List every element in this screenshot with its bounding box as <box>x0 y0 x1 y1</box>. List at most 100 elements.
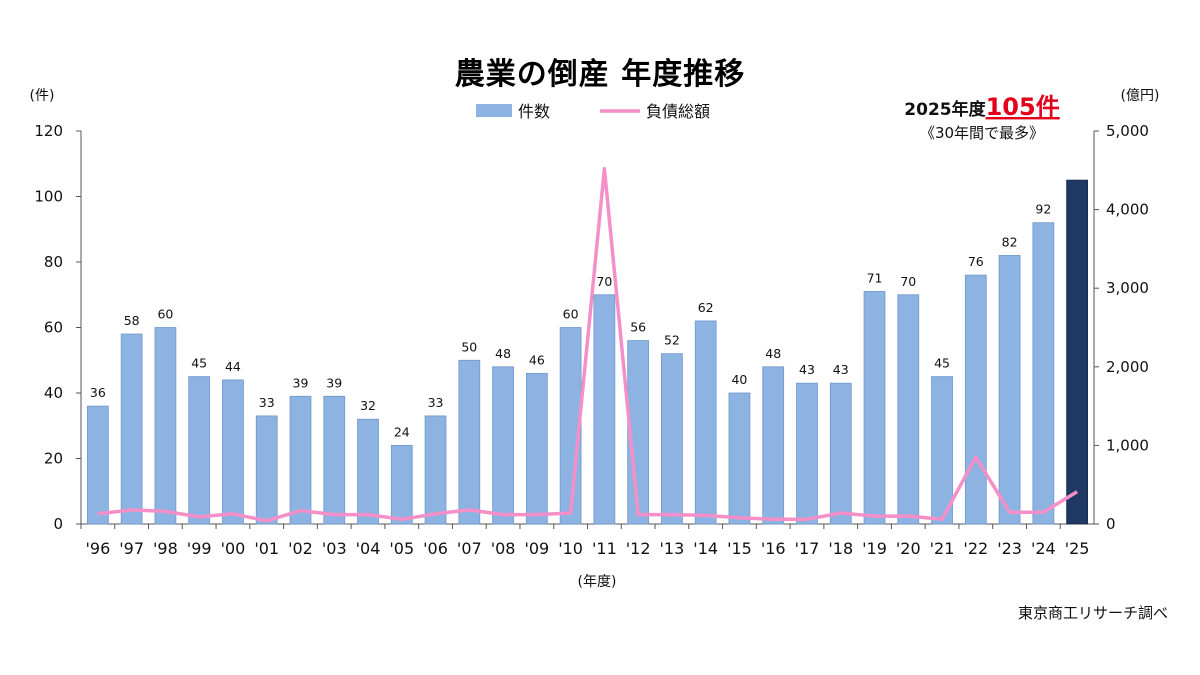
bar <box>694 320 717 525</box>
left-tick-label: 0 <box>53 515 63 533</box>
bar <box>998 255 1021 525</box>
x-tick-label: '16 <box>761 539 786 558</box>
x-tick-label: '01 <box>254 539 279 558</box>
bar-data-label: 33 <box>428 395 444 410</box>
right-tick-label: 2,000 <box>1106 358 1149 376</box>
bar <box>1032 222 1055 525</box>
bar-data-label: 50 <box>461 339 477 354</box>
legend-line-label: 負債総額 <box>646 102 710 121</box>
bar <box>897 294 920 525</box>
bar <box>1066 179 1088 525</box>
right-tick-label: 0 <box>1106 515 1116 533</box>
x-tick-label: '15 <box>727 539 752 558</box>
bar-data-label: 24 <box>394 424 410 439</box>
axes: 0 20 40 60 80 100 120 0 1,000 2,000 3,000 4,000 5,00… <box>34 122 1149 558</box>
bar-data-label: 48 <box>765 346 781 361</box>
x-tick-label: '19 <box>862 539 887 558</box>
right-tick-label: 5,000 <box>1106 122 1149 140</box>
highlight-callout: 2025年度105件 《30年間で最多》 <box>904 93 1059 142</box>
bar <box>525 372 548 525</box>
x-tick-label: '17 <box>795 539 820 558</box>
bar <box>390 444 413 525</box>
bar-data-label: 44 <box>225 359 241 374</box>
left-tick-label: 20 <box>44 450 63 468</box>
bar <box>188 376 211 525</box>
x-tick-label: '11 <box>592 539 617 558</box>
bar-data-label: 36 <box>90 385 106 400</box>
bar-data-label: 52 <box>664 333 680 348</box>
legend-bar-swatch <box>476 104 512 117</box>
bar-data-label: 46 <box>529 352 545 367</box>
bar <box>593 294 616 525</box>
x-tick-label: '24 <box>1031 539 1056 558</box>
x-tick-label: '13 <box>660 539 685 558</box>
bar <box>661 353 683 525</box>
bar <box>762 366 785 525</box>
left-tick-label: 60 <box>44 319 63 337</box>
bar <box>120 333 143 525</box>
bar-data-label: 62 <box>698 300 714 315</box>
bar-data-label: 56 <box>630 320 646 335</box>
bar-data-label: 70 <box>596 274 612 289</box>
x-tick-label: '20 <box>896 539 921 558</box>
highlight-text: 2025年度105件 <box>904 93 1059 121</box>
bar-data-label: 39 <box>326 375 342 390</box>
x-tick-label: '07 <box>457 539 482 558</box>
bar-data-label: 45 <box>934 356 950 371</box>
bar-data-label: 45 <box>191 356 207 371</box>
bar <box>255 415 278 525</box>
legend-bar-label: 件数 <box>518 102 550 121</box>
bar-series <box>87 179 1088 525</box>
x-tick-label: '05 <box>389 539 414 558</box>
bar <box>829 382 852 525</box>
highlight-prefix: 2025年度 <box>904 99 986 120</box>
bar <box>222 379 244 525</box>
left-tick-label: 100 <box>34 188 63 206</box>
x-tick-label: '08 <box>491 539 516 558</box>
right-tick-label: 3,000 <box>1106 279 1149 297</box>
bar <box>424 415 447 525</box>
bar-data-label: 60 <box>157 307 173 322</box>
bar <box>964 274 987 525</box>
bar-data-label: 60 <box>563 307 579 322</box>
bar-data-label: 33 <box>259 395 275 410</box>
x-tick-label: '03 <box>322 539 347 558</box>
right-tick-label: 1,000 <box>1106 436 1149 454</box>
bar-data-label: 43 <box>833 362 849 377</box>
bar-data-label: 48 <box>495 346 511 361</box>
bar <box>357 418 379 525</box>
line-series <box>97 166 1079 523</box>
x-tick-label: '18 <box>828 539 853 558</box>
x-tick-label: '06 <box>423 539 448 558</box>
x-tick-label: '00 <box>221 539 246 558</box>
bar-data-label: 92 <box>1035 202 1051 217</box>
bar-data-label: 76 <box>968 254 984 269</box>
x-tick-label: '98 <box>153 539 178 558</box>
left-axis-unit: (件) <box>30 88 55 104</box>
left-tick-label: 80 <box>44 253 63 271</box>
bar-data-label: 40 <box>731 372 747 387</box>
bar-data-label: 58 <box>124 313 140 328</box>
bar-data-label: 32 <box>360 398 376 413</box>
bar <box>931 376 953 525</box>
data-labels: 36 58 60 45 44 33 39 39 32 24 33 50 48 46 60 70 56 52 62 40… <box>90 202 1051 440</box>
bar <box>87 405 109 525</box>
legend: 件数 負債総額 <box>476 102 710 121</box>
bar-data-label: 71 <box>867 270 883 285</box>
bar-data-label: 43 <box>799 362 815 377</box>
right-axis-unit: (億円) <box>1121 88 1160 104</box>
bar-data-label: 39 <box>293 375 309 390</box>
left-tick-label: 120 <box>34 122 63 140</box>
highlight-note: 《30年間で最多》 <box>920 124 1044 142</box>
chart-title: 農業の倒産 年度推移 <box>455 57 745 92</box>
x-axis-label: (年度) <box>578 574 617 590</box>
bar-data-label: 82 <box>1002 234 1018 249</box>
left-tick-label: 40 <box>44 384 63 402</box>
debt-line <box>97 166 1079 523</box>
x-tick-label: '96 <box>86 539 111 558</box>
bar <box>458 359 481 525</box>
right-tick-label: 4,000 <box>1106 201 1149 219</box>
x-tick-label: '22 <box>963 539 988 558</box>
